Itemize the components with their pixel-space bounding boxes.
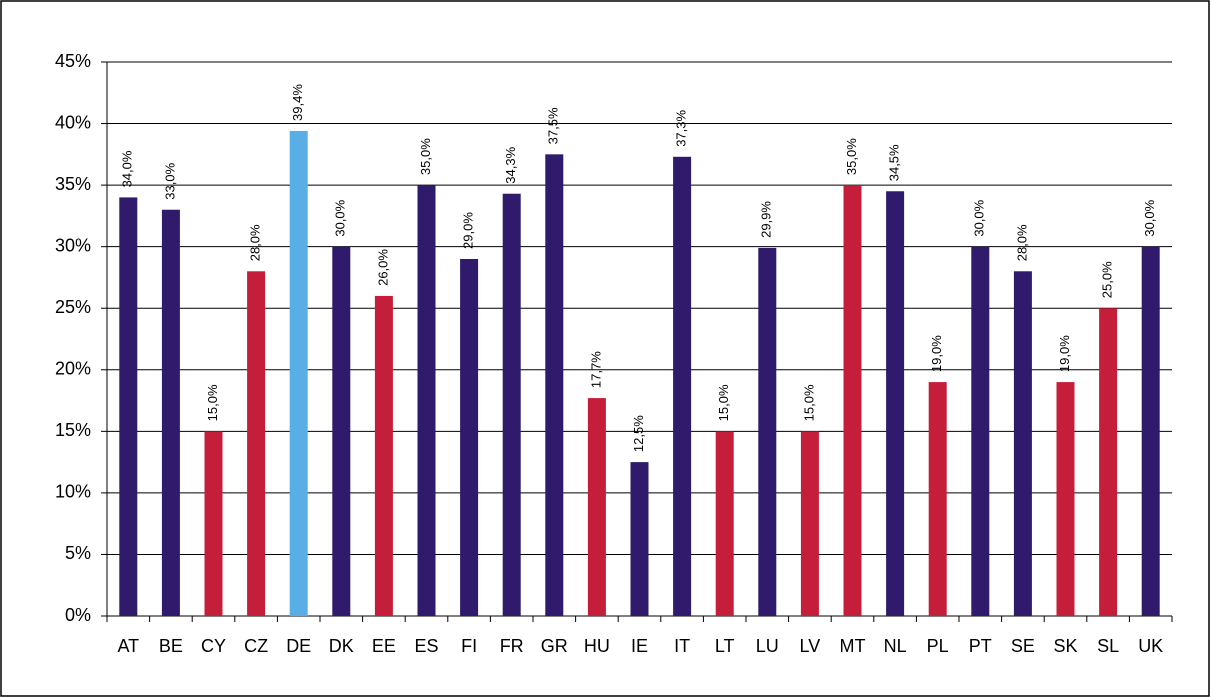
bar bbox=[460, 258, 479, 616]
bar bbox=[289, 130, 308, 617]
bar bbox=[374, 295, 393, 616]
value-label: 26,0% bbox=[375, 249, 390, 286]
bar bbox=[204, 431, 223, 616]
x-tick-label: DK bbox=[329, 636, 354, 656]
x-tick-label: BE bbox=[159, 636, 183, 656]
value-label: 17,7% bbox=[588, 351, 603, 388]
x-tick-label: NL bbox=[884, 636, 907, 656]
x-tick-label: SE bbox=[1011, 636, 1035, 656]
value-label: 34,3% bbox=[503, 146, 518, 183]
value-label: 15,0% bbox=[716, 384, 731, 421]
x-tick-label: EE bbox=[372, 636, 396, 656]
value-label: 37,3% bbox=[674, 109, 689, 146]
value-label: 35,0% bbox=[844, 138, 859, 175]
bar bbox=[971, 246, 990, 616]
x-tick-label: LT bbox=[715, 636, 735, 656]
x-tick-label: FI bbox=[461, 636, 477, 656]
value-label: 29,0% bbox=[461, 212, 476, 249]
x-tick-label: ES bbox=[414, 636, 438, 656]
x-tick-label: IE bbox=[631, 636, 648, 656]
value-label: 30,0% bbox=[333, 199, 348, 236]
x-tick-label: HU bbox=[584, 636, 610, 656]
value-label: 19,0% bbox=[1057, 335, 1072, 372]
bar bbox=[715, 431, 734, 616]
x-tick-label: PT bbox=[969, 636, 992, 656]
value-label: 39,4% bbox=[290, 84, 305, 121]
bar bbox=[545, 154, 564, 617]
bar bbox=[673, 156, 692, 616]
bar bbox=[1013, 271, 1032, 616]
x-tick-label: GR bbox=[541, 636, 568, 656]
bar bbox=[119, 197, 138, 616]
x-tick-label: FR bbox=[500, 636, 524, 656]
y-tick-label: 5% bbox=[65, 543, 91, 563]
x-tick-label: AT bbox=[117, 636, 139, 656]
bar bbox=[800, 431, 819, 616]
x-tick-label: CZ bbox=[244, 636, 268, 656]
bar bbox=[502, 193, 521, 616]
bar bbox=[587, 398, 606, 616]
x-tick-label: SK bbox=[1053, 636, 1077, 656]
x-tick-label: UK bbox=[1138, 636, 1163, 656]
x-tick-label: IT bbox=[674, 636, 690, 656]
value-label: 12,5% bbox=[631, 415, 646, 452]
y-tick-label: 35% bbox=[55, 174, 91, 194]
value-label: 29,9% bbox=[759, 201, 774, 238]
value-label: 34,5% bbox=[887, 144, 902, 181]
bar bbox=[332, 246, 351, 616]
value-label: 28,0% bbox=[248, 224, 263, 261]
value-label: 19,0% bbox=[929, 335, 944, 372]
y-tick-label: 20% bbox=[55, 359, 91, 379]
x-tick-label: CY bbox=[201, 636, 226, 656]
x-tick-label: MT bbox=[840, 636, 866, 656]
bar bbox=[247, 271, 266, 616]
x-tick-label: SL bbox=[1097, 636, 1119, 656]
value-label: 15,0% bbox=[801, 384, 816, 421]
bar bbox=[630, 462, 649, 616]
value-label: 37,5% bbox=[546, 107, 561, 144]
bar bbox=[758, 247, 777, 617]
bar bbox=[886, 191, 905, 616]
bar bbox=[843, 185, 862, 616]
bar bbox=[1099, 308, 1118, 616]
value-label: 15,0% bbox=[205, 384, 220, 421]
x-tick-label: LU bbox=[756, 636, 779, 656]
bar bbox=[1141, 246, 1160, 616]
value-label: 33,0% bbox=[162, 162, 177, 199]
y-tick-label: 25% bbox=[55, 297, 91, 317]
y-tick-label: 10% bbox=[55, 482, 91, 502]
x-tick-label: PL bbox=[927, 636, 949, 656]
x-tick-label: DE bbox=[286, 636, 311, 656]
y-tick-label: 45% bbox=[55, 51, 91, 71]
value-label: 35,0% bbox=[418, 138, 433, 175]
value-label: 28,0% bbox=[1014, 224, 1029, 261]
y-tick-label: 15% bbox=[55, 420, 91, 440]
bar bbox=[1056, 382, 1075, 616]
y-tick-label: 0% bbox=[65, 605, 91, 625]
value-label: 30,0% bbox=[972, 199, 987, 236]
value-label: 30,0% bbox=[1142, 199, 1157, 236]
y-tick-label: 30% bbox=[55, 235, 91, 255]
bar bbox=[417, 185, 436, 616]
value-label: 25,0% bbox=[1100, 261, 1115, 298]
bar bbox=[161, 209, 180, 616]
bar bbox=[928, 382, 947, 616]
value-label: 34,0% bbox=[120, 150, 135, 187]
y-tick-label: 40% bbox=[55, 112, 91, 132]
x-tick-label: LV bbox=[800, 636, 821, 656]
